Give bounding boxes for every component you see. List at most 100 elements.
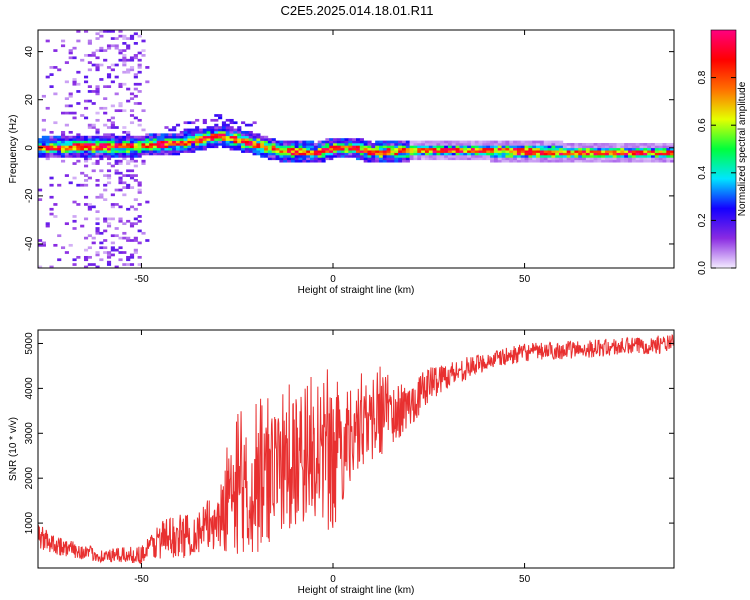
heatmap-cell — [371, 152, 376, 156]
heatmap-cell — [225, 118, 230, 122]
heatmap-cell — [64, 111, 69, 115]
heatmap-cell — [122, 135, 127, 139]
heatmap-cell — [509, 145, 514, 149]
heatmap-cell — [122, 186, 127, 189]
heatmap-cell — [110, 30, 115, 33]
heatmap-cell — [237, 130, 242, 134]
heatmap-cell — [306, 159, 311, 163]
heatmap-cell — [129, 157, 135, 161]
heatmap-cell — [505, 142, 510, 146]
heatmap-cell — [325, 157, 330, 161]
heatmap-cell — [60, 111, 66, 115]
heatmap-cell — [405, 157, 410, 161]
heatmap-cell — [87, 138, 92, 141]
heatmap-cell — [64, 142, 69, 146]
heatmap-cell — [363, 159, 368, 163]
heatmap-cell — [118, 179, 123, 182]
heatmap-cell — [129, 135, 135, 139]
heatmap-cell — [83, 174, 89, 177]
heatmap-cell — [80, 150, 85, 153]
heatmap-cell — [359, 142, 364, 146]
heatmap-cell — [76, 82, 81, 86]
heatmap-cell — [83, 255, 89, 259]
heatmap-cell — [133, 152, 138, 156]
heatmap-cell — [80, 152, 85, 156]
heatmap-cell — [275, 150, 280, 153]
heatmap-cell — [122, 236, 127, 240]
heatmap-cell — [486, 142, 491, 146]
heatmap-cell — [195, 128, 200, 132]
heatmap-cell — [218, 114, 223, 117]
heatmap-cell — [574, 147, 579, 151]
heatmap-cell — [179, 138, 184, 141]
heatmap-cell — [45, 39, 50, 43]
heatmap-cell — [133, 217, 138, 221]
heatmap-cell — [401, 145, 407, 149]
heatmap-cell — [294, 150, 299, 153]
heatmap-cell — [114, 152, 119, 156]
heatmap-cell — [582, 157, 587, 161]
heatmap-cell — [64, 150, 69, 153]
heatmap-cell — [628, 157, 633, 161]
heatmap-cell — [83, 236, 89, 240]
heatmap-cell — [497, 157, 502, 161]
heatmap-cell — [214, 145, 219, 149]
heatmap-cell — [233, 130, 238, 134]
heatmap-cell — [179, 140, 184, 144]
heatmap-cell — [129, 255, 135, 259]
heatmap-cell — [536, 152, 541, 156]
heatmap-cell — [168, 128, 173, 132]
heatmap-cell — [41, 152, 46, 156]
heatmap-cell — [129, 138, 135, 141]
heatmap-cell — [156, 150, 161, 153]
heatmap-cell — [80, 155, 85, 158]
heatmap-cell — [45, 138, 50, 141]
heatmap-cell — [447, 157, 453, 161]
heatmap-cell — [562, 142, 568, 146]
heatmap-cell — [436, 145, 441, 149]
heatmap-cell — [593, 147, 598, 151]
heatmap-cell — [375, 159, 380, 163]
heatmap-cell — [336, 147, 341, 151]
heatmap-cell — [513, 142, 518, 146]
heatmap-cell — [382, 145, 387, 149]
heatmap-cell — [298, 157, 303, 161]
heatmap-cell — [478, 145, 483, 149]
heatmap-cell — [643, 152, 648, 156]
heatmap-cell — [612, 152, 617, 156]
heatmap-cell — [513, 155, 518, 158]
heatmap-cell — [233, 142, 238, 146]
heatmap-cell — [95, 68, 100, 72]
heatmap-cell — [513, 147, 518, 151]
heatmap-cell — [164, 150, 169, 153]
heatmap-cell — [551, 155, 556, 158]
heatmap-cell — [474, 145, 479, 149]
heatmap-cell — [497, 147, 502, 151]
heatmap-cell — [72, 219, 77, 223]
heatmap-cell — [432, 152, 437, 156]
heatmap-cell — [643, 159, 648, 163]
heatmap-cell — [218, 126, 223, 129]
heatmap-cell — [306, 142, 311, 146]
heatmap-cell — [562, 145, 568, 149]
heatmap-cell — [528, 152, 533, 156]
heatmap-cell — [91, 142, 96, 146]
heatmap-cell — [444, 140, 449, 144]
heatmap-cell — [555, 155, 560, 158]
heatmap-cell — [363, 152, 368, 156]
heatmap-cell — [490, 157, 495, 161]
heatmap-cell — [191, 135, 196, 139]
heatmap-cell — [141, 128, 146, 132]
heatmap-cell — [654, 150, 659, 153]
heatmap-cell — [137, 90, 142, 93]
heatmap-cell — [497, 142, 502, 146]
heatmap-cell — [616, 145, 621, 149]
heatmap-cell — [670, 157, 674, 161]
heatmap-cell — [114, 37, 119, 40]
heatmap-cell — [635, 142, 640, 146]
heatmap-cell — [574, 152, 579, 156]
heatmap-cell — [252, 150, 257, 153]
heatmap-cell — [256, 150, 261, 153]
heatmap-cell — [114, 145, 119, 149]
heatmap-cell — [45, 106, 50, 110]
